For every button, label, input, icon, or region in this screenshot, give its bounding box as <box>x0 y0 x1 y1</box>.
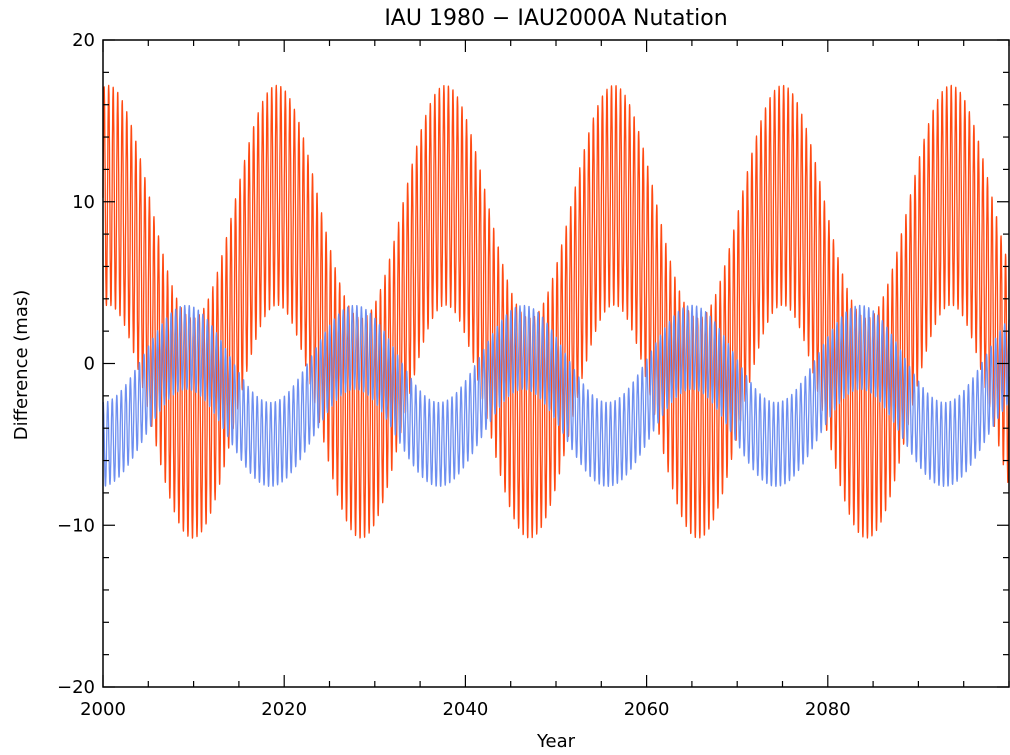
series-layer <box>102 84 1010 539</box>
ticks-layer: 2000 2020 2040 2060 2080 −20 −10 0 10 20 <box>57 30 1010 720</box>
y-tick-label: 20 <box>72 30 95 51</box>
y-axis-label: Difference (mas) <box>11 290 32 441</box>
x-axis-label: Year <box>536 731 576 752</box>
plot-frame <box>102 39 1010 688</box>
chart-title: IAU 1980 − IAU2000A Nutation <box>384 6 727 31</box>
series-line-1 <box>102 84 1010 539</box>
y-tick-label: −10 <box>57 515 95 536</box>
x-tick-label: 2000 <box>80 699 126 720</box>
x-tick-label: 2020 <box>261 699 307 720</box>
series-line-2 <box>102 304 1010 488</box>
x-tick-label: 2040 <box>442 699 488 720</box>
y-tick-label: 0 <box>84 354 95 375</box>
x-tick-label: 2060 <box>624 699 670 720</box>
x-tick-label: 2080 <box>805 699 851 720</box>
y-tick-label: 10 <box>72 192 95 213</box>
y-tick-label: −20 <box>57 677 95 698</box>
